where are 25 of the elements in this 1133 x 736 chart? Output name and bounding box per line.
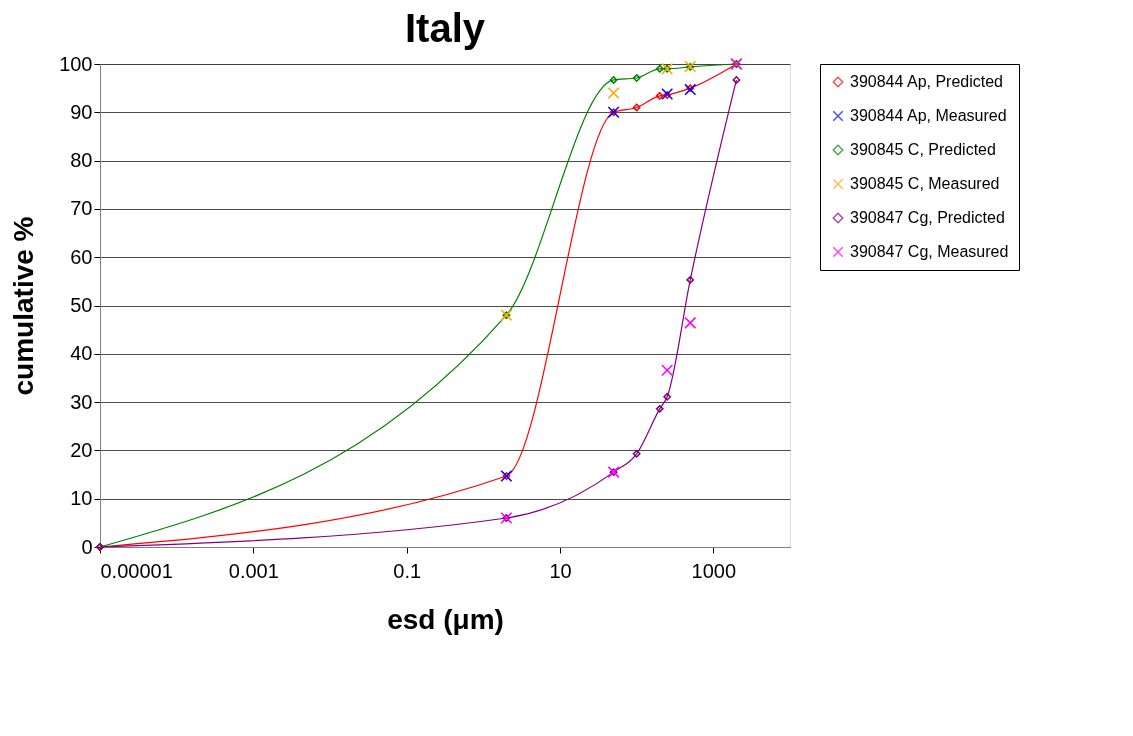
chart-title: Italy [404,6,486,50]
legend-label: 390847 Cg, Measured [850,243,1009,260]
y-tick-label: 60 [70,245,93,268]
y-tick-label: 10 [70,487,93,510]
x-tick-label: 0.00001 [100,559,173,582]
y-tick-label: 80 [70,149,93,172]
x-axis-title: esd (μm) [387,603,504,635]
y-tick-label: 0 [81,535,93,558]
x-tick-label: 1000 [691,559,737,582]
legend-label: 390845 C, Measured [850,175,1000,192]
y-axis-title: cumulative % [8,216,40,396]
y-tick-label: 70 [70,197,93,220]
legend-label: 390845 C, Predicted [850,141,996,158]
legend-label: 390844 Ap, Predicted [850,73,1004,90]
legend-label: 390844 Ap, Measured [850,107,1007,124]
legend-label: 390847 Cg, Predicted [850,209,1005,226]
y-tick-label: 30 [70,390,93,413]
y-tick-label: 100 [59,52,93,75]
x-tick-label: 0.1 [393,559,422,582]
y-tick-label: 20 [70,438,93,461]
y-tick-label: 50 [70,294,93,316]
y-tick-label: 40 [70,342,93,365]
x-tick-label: 10 [549,559,572,582]
x-tick-label: 0.001 [228,559,279,582]
y-tick-label: 90 [70,100,93,123]
